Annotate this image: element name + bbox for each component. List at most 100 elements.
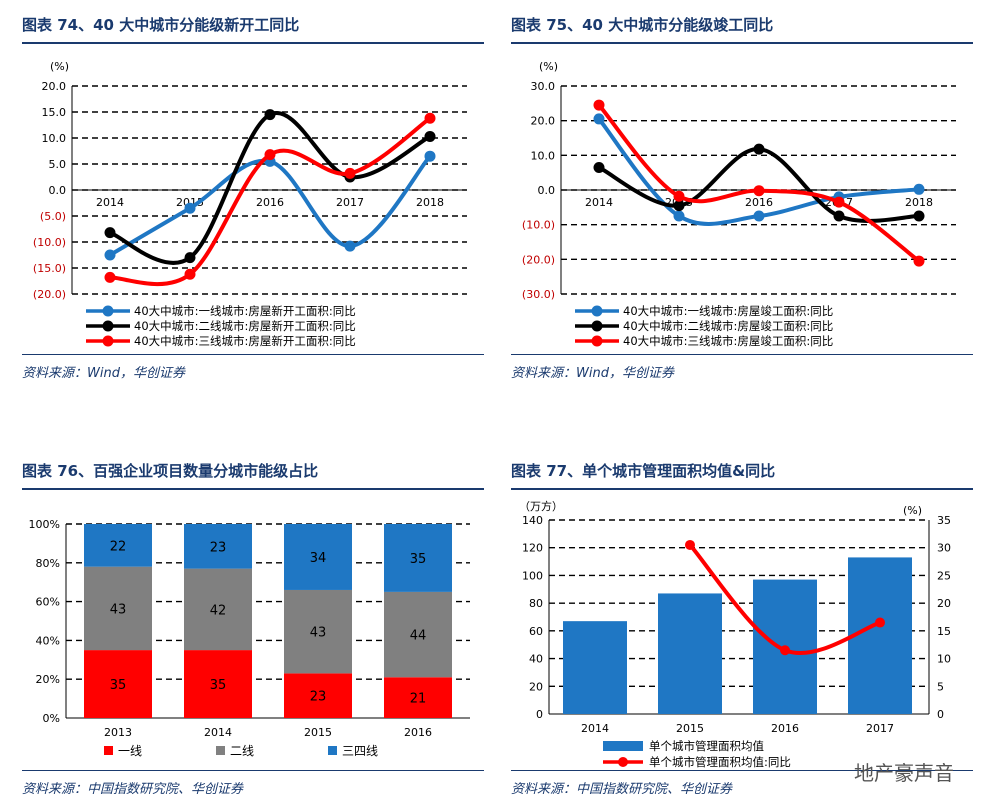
- chart-source: 资料来源：Wind，华创证券: [22, 366, 185, 381]
- bar: [848, 557, 912, 714]
- y-axis-unit-label-right: (%): [903, 504, 922, 517]
- y-axis-unit-label: (%): [539, 60, 558, 73]
- legend-label: 40大中城市:二线城市:房屋竣工面积:同比: [623, 319, 833, 333]
- y-tick-label: 15.0: [42, 106, 67, 119]
- data-point: [780, 645, 790, 656]
- chart-source: 资料来源：Wind，华创证券: [511, 366, 674, 381]
- y-tick-label: (20.0): [522, 253, 555, 266]
- data-label: 34: [310, 551, 327, 566]
- y-tick-label-right: 0: [937, 708, 944, 721]
- y-tick-label: (5.0): [40, 210, 66, 223]
- legend-label: 40大中城市:一线城市:房屋竣工面积:同比: [623, 304, 833, 318]
- data-point: [593, 99, 605, 111]
- legend-label: 一线: [118, 744, 142, 758]
- bar-line-chart-fig77: （万方） (%)140120100806040200353025201510502…: [519, 499, 951, 769]
- y-tick-label-right: 10: [937, 653, 951, 666]
- data-label: 35: [110, 678, 127, 693]
- watermark-text: 地产豪声音: [854, 761, 954, 785]
- data-label: 35: [210, 678, 227, 693]
- data-point: [833, 196, 845, 208]
- y-tick-label: 60%: [36, 596, 60, 609]
- y-tick-label: 100%: [29, 518, 60, 531]
- y-tick-label: (10.0): [522, 219, 555, 232]
- data-point: [264, 109, 276, 121]
- chart-panel-fig75: 图表 75、40 大中城市分能级竣工同比 (%) 30.0 20.0 10.0 0.0(…: [511, 6, 973, 386]
- data-label: 42: [210, 603, 227, 618]
- x-tick-label: 2013: [104, 726, 132, 739]
- y-tick-label: 10.0: [531, 149, 556, 162]
- data-point: [104, 271, 116, 283]
- y-tick-label: (15.0): [33, 262, 66, 275]
- data-point: [753, 143, 765, 155]
- title-rule: [22, 42, 484, 44]
- x-tick-label: 2015: [676, 722, 704, 735]
- data-point: [913, 210, 925, 222]
- legend-label: 单个城市管理面积均值: [649, 739, 764, 753]
- x-tick-label: 2014: [204, 726, 232, 739]
- data-label: 23: [310, 690, 327, 705]
- legend-marker: [102, 320, 114, 332]
- legend-label: 40大中城市:三线城市:房屋竣工面积:同比: [623, 334, 833, 348]
- data-point: [184, 252, 196, 264]
- y-tick-label: (10.0): [33, 236, 66, 249]
- y-tick-label: 0.0: [538, 184, 556, 197]
- x-tick-label: 2015: [304, 726, 332, 739]
- data-point: [913, 183, 925, 195]
- data-point: [685, 539, 695, 550]
- x-tick-label: 2017: [336, 196, 364, 209]
- chart-panel-fig77: 图表 77、单个城市管理面积均值&同比 （万方） (%) 140 120 100 80 60…: [511, 452, 973, 802]
- data-point: [184, 268, 196, 280]
- y-tick-label-left: 140: [522, 514, 543, 527]
- line-chart-fig74: (%) 20.0 15.0 10.0 5.0 0.0 (5.0) (10.0) (15.0) (2…: [33, 60, 467, 348]
- y-tick-label-left: 40: [529, 653, 543, 666]
- chart-title: 图表 77、单个城市管理面积均值&同比: [511, 462, 776, 480]
- x-tick-label: 2016: [404, 726, 432, 739]
- y-tick-label-left: 80: [529, 597, 543, 610]
- data-label: 23: [210, 540, 227, 555]
- data-point: [673, 190, 685, 202]
- data-point: [104, 249, 116, 261]
- legend-marker: [102, 335, 114, 347]
- bar-segment: [184, 524, 252, 569]
- legend-marker: [591, 320, 603, 332]
- data-point: [833, 210, 845, 222]
- footer-rule: [511, 354, 973, 355]
- data-point: [673, 210, 685, 222]
- y-tick-label: 5.0: [49, 158, 67, 171]
- footer-rule: [22, 770, 484, 771]
- y-tick-label: 0.0: [49, 184, 67, 197]
- bar-segment: [284, 673, 352, 718]
- bar-segment: [284, 524, 352, 590]
- legend-swatch: [216, 746, 225, 755]
- bar-segment: [384, 524, 452, 592]
- chart-source: 资料来源：中国指数研究院、华创证券: [511, 782, 733, 797]
- legend-swatch: [104, 746, 113, 755]
- y-tick-label: 80%: [36, 557, 60, 570]
- x-tick-label: 2017: [866, 722, 894, 735]
- chart-panel-fig76: 图表 76、百强企业项目数量分城市能级占比 100% 80% 60% 40% 20% 0%…: [22, 452, 484, 802]
- data-point: [875, 617, 885, 628]
- chart-title: 图表 76、百强企业项目数量分城市能级占比: [22, 462, 319, 480]
- x-tick-label: 2016: [256, 196, 284, 209]
- data-label: 43: [310, 626, 327, 641]
- y-tick-label: (30.0): [522, 288, 555, 301]
- data-point: [913, 255, 925, 267]
- y-tick-label: 20.0: [531, 115, 556, 128]
- y-tick-label: 0%: [43, 712, 60, 725]
- data-point: [673, 200, 685, 212]
- legend-label: 40大中城市:三线城市:房屋新开工面积:同比: [134, 334, 356, 348]
- data-point: [424, 112, 436, 124]
- x-tick-label: 2016: [745, 196, 773, 209]
- legend-marker: [102, 305, 114, 317]
- legend-label: 单个城市管理面积均值:同比: [649, 755, 791, 769]
- data-point: [424, 130, 436, 142]
- x-tick-label: 2014: [581, 722, 609, 735]
- x-tick-label: 2016: [771, 722, 799, 735]
- y-axis-unit-label: (%): [50, 60, 69, 73]
- y-tick-label-left: 20: [529, 680, 543, 693]
- legend-label: 40大中城市:一线城市:房屋新开工面积:同比: [134, 304, 356, 318]
- x-tick-label: 2014: [96, 196, 124, 209]
- legend-marker: [618, 757, 628, 767]
- y-tick-label: 20.0: [42, 80, 67, 93]
- y-tick-label: 10.0: [42, 132, 67, 145]
